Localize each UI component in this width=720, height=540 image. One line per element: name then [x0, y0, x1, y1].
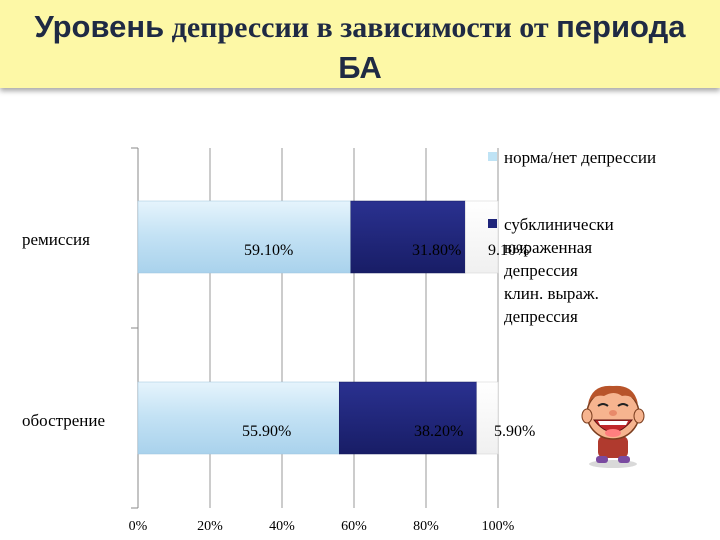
bar-segment	[137, 200, 352, 274]
category-label: ремиссия	[22, 230, 90, 249]
legend-entry-3: клин. выраж. депрессия	[504, 284, 603, 326]
legend-swatch-2	[488, 219, 497, 228]
data-labels: 59.10% 31.80% 9.10% 55.90% 38.20% 5.90%	[242, 242, 535, 440]
x-tick-label: 0%	[129, 519, 148, 534]
x-tick-label: 20%	[197, 519, 223, 534]
title-band: Уровень депрессии в зависимости от перио…	[0, 0, 720, 88]
bar-segment	[338, 381, 478, 455]
title-part-1: Уровень	[34, 9, 165, 44]
x-tick-label: 40%	[269, 519, 295, 534]
axes	[131, 147, 139, 509]
laughing-boy-icon	[581, 385, 645, 468]
x-tick-label: 60%	[341, 519, 367, 534]
x-tick-label: 100%	[482, 519, 515, 534]
title-line-2: БА	[338, 50, 382, 85]
legend-swatch-1	[488, 152, 497, 161]
data-label: 55.90%	[242, 423, 291, 440]
x-tick-labels: 0% 20% 40% 60% 80% 100%	[129, 519, 515, 534]
data-label: 9.10%	[488, 242, 529, 259]
slide-title: Уровень депрессии в зависимости от перио…	[0, 6, 720, 88]
legend-entry-2: субклинически выраженная депрессия	[504, 215, 618, 280]
x-tick-label: 80%	[413, 519, 439, 534]
bar-segment	[476, 381, 499, 455]
title-part-3: периода	[556, 9, 686, 44]
title-part-2: депрессии в зависимости от	[164, 11, 557, 44]
bar-segment	[350, 200, 466, 274]
legend: норма/нет депрессии субклинически выраже…	[488, 148, 656, 326]
data-label: 38.20%	[414, 423, 463, 440]
category-labels: ремиссия обострение	[22, 230, 105, 430]
bars	[137, 200, 499, 455]
data-label: 31.80%	[412, 242, 461, 259]
bar-segment	[464, 200, 499, 274]
bar-segment	[137, 381, 340, 455]
legend-entry-1: норма/нет депрессии	[504, 148, 656, 167]
category-label: обострение	[22, 411, 105, 430]
data-label: 59.10%	[244, 242, 293, 259]
data-label: 5.90%	[494, 423, 535, 440]
